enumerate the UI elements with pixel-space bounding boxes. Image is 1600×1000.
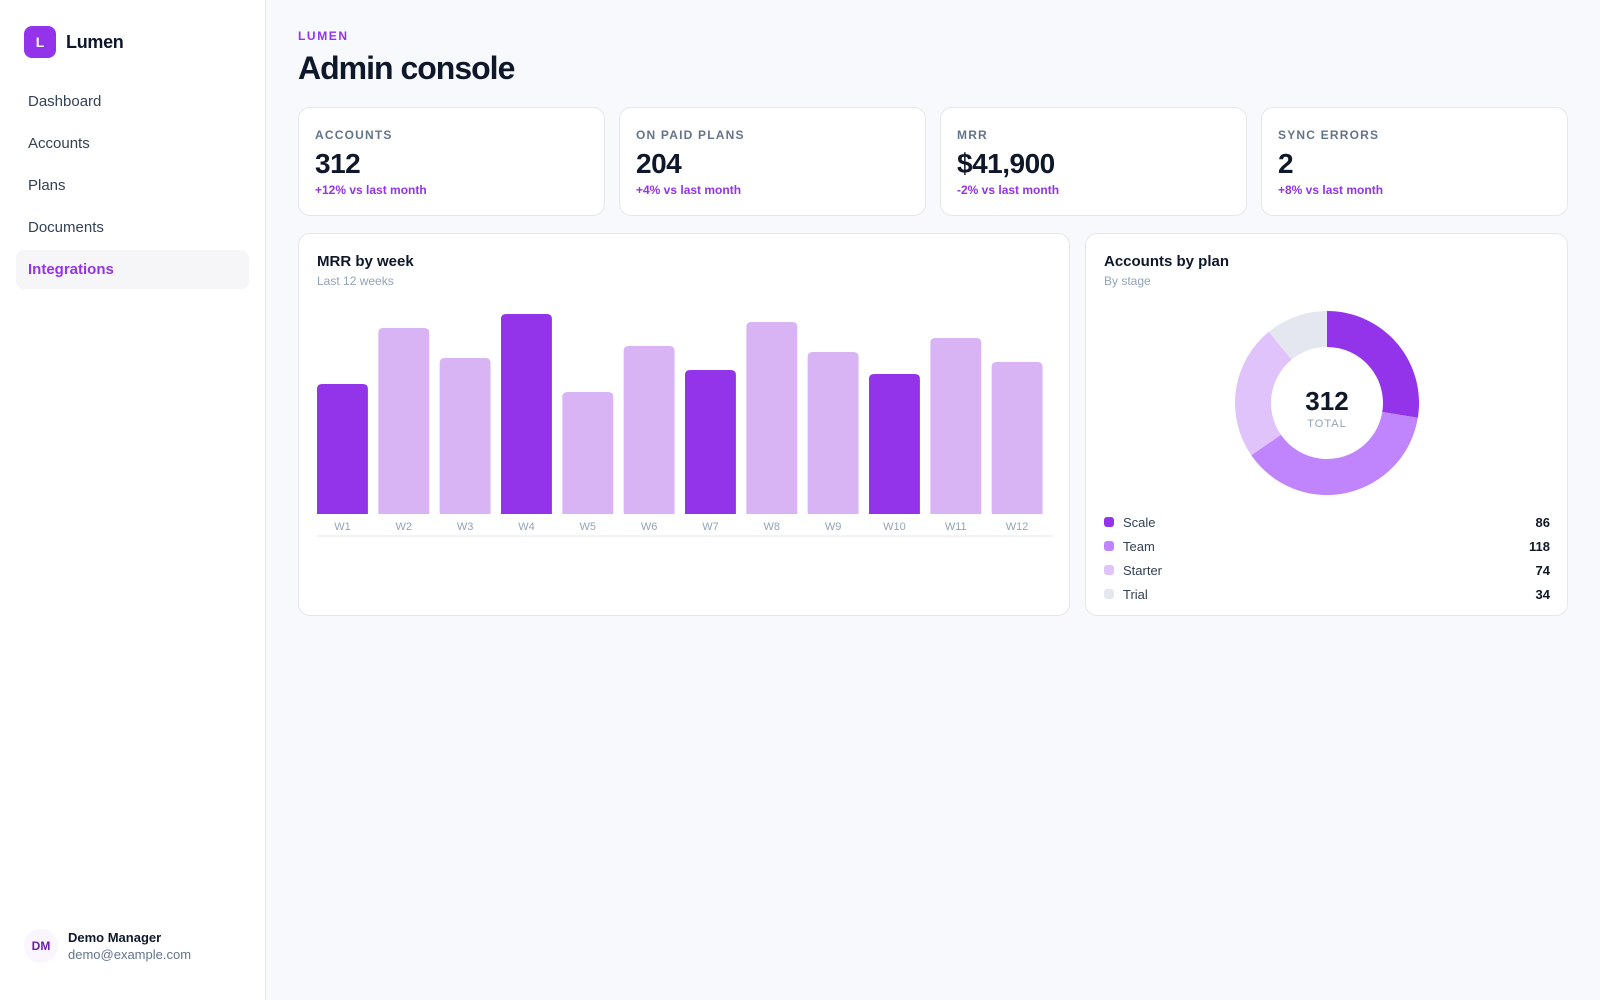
legend-label: Scale <box>1123 514 1156 530</box>
x-tick-label: W4 <box>518 521 535 533</box>
bar-w8 <box>746 322 798 514</box>
donut-slice-team <box>1251 411 1418 496</box>
page-title: Admin console <box>298 50 515 86</box>
stat-card-paid-plans: ON PAID PLANS 204 +4% vs last month <box>619 107 926 216</box>
donut-slice-starter <box>1235 331 1292 456</box>
card-subtitle: By stage <box>1104 274 1151 288</box>
x-tick-label: W11 <box>945 521 967 533</box>
x-tick-label: W1 <box>334 521 351 533</box>
x-tick-label: W9 <box>825 521 842 533</box>
x-tick-label: W2 <box>396 521 413 533</box>
stat-value: 2 <box>1278 148 1294 179</box>
legend-value: 34 <box>1535 586 1550 602</box>
x-tick-label: W7 <box>702 521 719 533</box>
legend-value: 74 <box>1535 562 1550 578</box>
legend-swatch <box>1104 517 1114 527</box>
sidebar-nav: Dashboard Accounts Plans Documents Integ… <box>16 82 249 292</box>
legend-label: Starter <box>1123 562 1163 578</box>
x-tick-label: W10 <box>883 521 906 533</box>
stat-label: SYNC ERRORS <box>1278 128 1380 142</box>
mrr-bar-chart: W1 W2 W3 W4 W5 W6 W7 W8 W9 W10 W11 W12 <box>317 314 1053 537</box>
sidebar-item-integrations[interactable]: Integrations <box>16 250 249 289</box>
sidebar-item-plans[interactable]: Plans <box>28 177 66 194</box>
donut-slice-scale <box>1327 311 1419 418</box>
legend-value: 86 <box>1535 514 1550 530</box>
plan-donut-card: Accounts by plan By stage 312 TOTAL Scal… <box>1085 233 1568 616</box>
card-title: Accounts by plan <box>1104 253 1230 270</box>
stat-label: ON PAID PLANS <box>636 128 745 142</box>
bar-w9 <box>807 352 859 514</box>
bar-w10 <box>869 374 920 514</box>
bar-w11 <box>930 338 982 514</box>
sidebar-item-documents[interactable]: Documents <box>28 219 104 236</box>
legend-label: Team <box>1123 538 1155 554</box>
brand-name: Lumen <box>66 31 124 52</box>
user-name: Demo Manager <box>68 930 162 945</box>
stat-delta: -2% vs last month <box>957 183 1060 197</box>
bar-w1 <box>317 384 368 514</box>
plan-legend: Scale 86 Team 118 Starter 74 Trial 34 <box>1104 510 1550 606</box>
bar-w7 <box>685 370 736 514</box>
sidebar-item-dashboard[interactable]: Dashboard <box>28 93 102 110</box>
card-subtitle: Last 12 weeks <box>317 274 394 288</box>
stat-delta: +12% vs last month <box>315 183 427 197</box>
bar-w2 <box>378 328 430 514</box>
user-profile[interactable]: DM Demo Manager demo@example.com <box>24 929 191 963</box>
legend-swatch <box>1104 589 1114 599</box>
bar-w12 <box>991 362 1043 514</box>
x-tick-label: W3 <box>457 521 474 533</box>
donut-slice-trial <box>1268 311 1327 360</box>
legend-swatch <box>1104 565 1114 575</box>
donut-total: 312 <box>1305 386 1348 416</box>
x-tick-label: W6 <box>641 521 658 533</box>
stat-card-sync-errors: SYNC ERRORS 2 +8% vs last month <box>1261 107 1568 216</box>
legend-swatch <box>1104 541 1114 551</box>
x-tick-label: W5 <box>580 521 597 533</box>
bar-w4 <box>501 314 552 514</box>
plan-donut-chart: 312 TOTAL <box>1235 311 1419 496</box>
avatar: DM <box>24 929 58 963</box>
page-eyebrow: LUMEN <box>298 29 349 43</box>
stat-value: $41,900 <box>957 148 1055 179</box>
bar-w6 <box>623 346 675 514</box>
stat-value: 204 <box>636 148 682 179</box>
card-title: MRR by week <box>317 253 414 270</box>
mrr-chart-card: MRR by week Last 12 weeks W1 W2 W3 W4 W5 W6 W7… <box>298 233 1070 616</box>
legend-label: Trial <box>1123 586 1148 602</box>
stat-delta: +8% vs last month <box>1278 183 1384 197</box>
bar-w5 <box>562 392 614 514</box>
sidebar: L Lumen Dashboard Accounts Plans Documen… <box>0 0 266 1000</box>
stat-label: MRR <box>957 128 988 142</box>
legend-item-starter: Starter 74 <box>1104 558 1550 582</box>
user-info: Demo Manager demo@example.com <box>68 930 191 962</box>
stat-card-accounts: ACCOUNTS 312 +12% vs last month <box>298 107 605 216</box>
user-email: demo@example.com <box>68 947 192 962</box>
x-tick-label: W12 <box>1006 521 1029 533</box>
donut-total-label: TOTAL <box>1307 418 1346 430</box>
legend-item-team: Team 118 <box>1104 534 1550 558</box>
stat-value: 312 <box>315 148 361 179</box>
brand-logo: L <box>24 26 56 58</box>
legend-value: 118 <box>1529 538 1550 554</box>
legend-item-trial: Trial 34 <box>1104 582 1550 606</box>
sidebar-item-accounts[interactable]: Accounts <box>28 135 90 152</box>
stat-delta: +4% vs last month <box>636 183 742 197</box>
stat-card-mrr: MRR $41,900 -2% vs last month <box>940 107 1247 216</box>
legend-item-scale: Scale 86 <box>1104 510 1550 534</box>
brand[interactable]: L Lumen <box>24 26 124 58</box>
bar-w3 <box>439 358 491 514</box>
x-tick-label: W8 <box>764 521 781 533</box>
stat-label: ACCOUNTS <box>315 128 393 142</box>
